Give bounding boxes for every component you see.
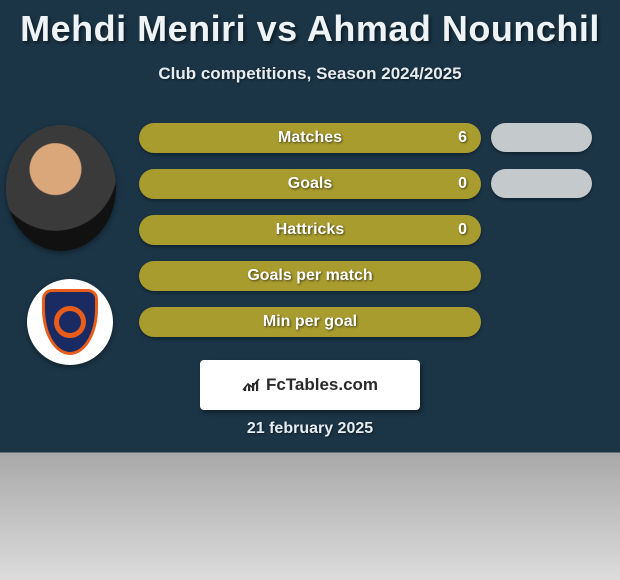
stat-bar: Goals per match: [139, 261, 481, 291]
comparison-pill: [491, 169, 592, 198]
stat-bar: Hattricks 0: [139, 215, 481, 245]
stat-value: 6: [458, 129, 467, 147]
page-title: Mehdi Meniri vs Ahmad Nounchil: [0, 0, 620, 50]
stat-label: Goals: [288, 175, 332, 193]
stats-bars: Matches 6 Goals 0 Hattricks 0 Goals per match M…: [139, 123, 481, 353]
comparison-pill: [491, 123, 592, 152]
stat-label: Matches: [278, 129, 342, 147]
stat-label: Min per goal: [263, 313, 357, 331]
brand-box[interactable]: FcTables.com: [200, 360, 420, 410]
stat-value: 0: [458, 221, 467, 239]
stat-label: Goals per match: [247, 267, 372, 285]
stat-bar: Goals 0: [139, 169, 481, 199]
stat-label: Hattricks: [276, 221, 344, 239]
stat-bar: Min per goal: [139, 307, 481, 337]
club-shield-icon: [42, 289, 98, 355]
player-2-avatar: [27, 279, 113, 365]
stat-bar: Matches 6: [139, 123, 481, 153]
subtitle: Club competitions, Season 2024/2025: [0, 64, 620, 84]
player-1-avatar: [6, 125, 116, 251]
stat-value: 0: [458, 175, 467, 193]
chart-icon: [242, 378, 260, 392]
date-label: 21 february 2025: [0, 420, 620, 438]
brand-label: FcTables.com: [266, 375, 378, 395]
